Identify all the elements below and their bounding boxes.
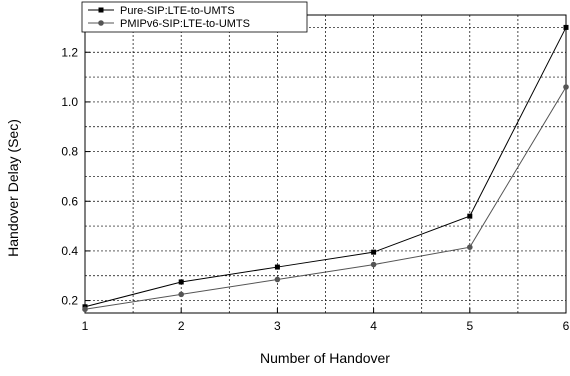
- y-tick-label: 0.6: [61, 194, 78, 208]
- legend-marker-circle: [98, 20, 104, 26]
- legend-label-pmipv6-sip: PMIPv6-SIP:LTE-to-UMTS: [120, 18, 250, 30]
- y-tick-label: 1.2: [61, 45, 78, 59]
- y-tick-label: 1.0: [61, 95, 78, 109]
- grid: [85, 15, 566, 313]
- y-tick-label: 0.2: [61, 294, 78, 308]
- data-point-square: [467, 213, 473, 219]
- plot-area-frame: [84, 14, 567, 314]
- data-point-circle: [467, 244, 473, 250]
- x-tick-label: 6: [563, 319, 570, 333]
- legend-box: [81, 1, 308, 33]
- data-point-circle: [370, 261, 377, 268]
- x-tick-label: 1: [82, 319, 89, 333]
- data-point-square: [178, 279, 184, 285]
- y-tick-label: 0.4: [61, 244, 78, 258]
- x-tick-label: 4: [370, 319, 377, 333]
- series-line-1: [84, 27, 567, 308]
- data-point-circle: [563, 84, 569, 90]
- data-point-circle: [82, 306, 88, 313]
- legend-label-pure-sip: Pure-SIP:LTE-to-UMTS: [120, 5, 235, 17]
- y-tick-label: 0.8: [61, 145, 78, 159]
- x-tick-label: 2: [178, 319, 185, 333]
- axis-ticks: 1 2 3 4 5 6 0.2 0.4 0.6 0.8 1.0 1.2: [61, 45, 569, 333]
- data-point-square: [274, 264, 280, 270]
- data-point-square: [371, 249, 377, 255]
- y-axis-title: Handover Delay (Sec): [5, 119, 21, 257]
- x-tick-label: 5: [466, 319, 473, 333]
- series-group: [82, 24, 569, 313]
- legend-marker-square: [98, 7, 104, 13]
- x-axis-title: Number of Handover: [260, 350, 390, 366]
- data-point-square: [563, 24, 569, 30]
- series-line-2: [84, 86, 567, 310]
- legend: Pure-SIP:LTE-to-UMTS PMIPv6-SIP:LTE-to-U…: [81, 1, 308, 33]
- data-point-circle: [178, 291, 184, 298]
- x-tick-label: 3: [274, 319, 281, 333]
- data-point-circle: [274, 276, 281, 283]
